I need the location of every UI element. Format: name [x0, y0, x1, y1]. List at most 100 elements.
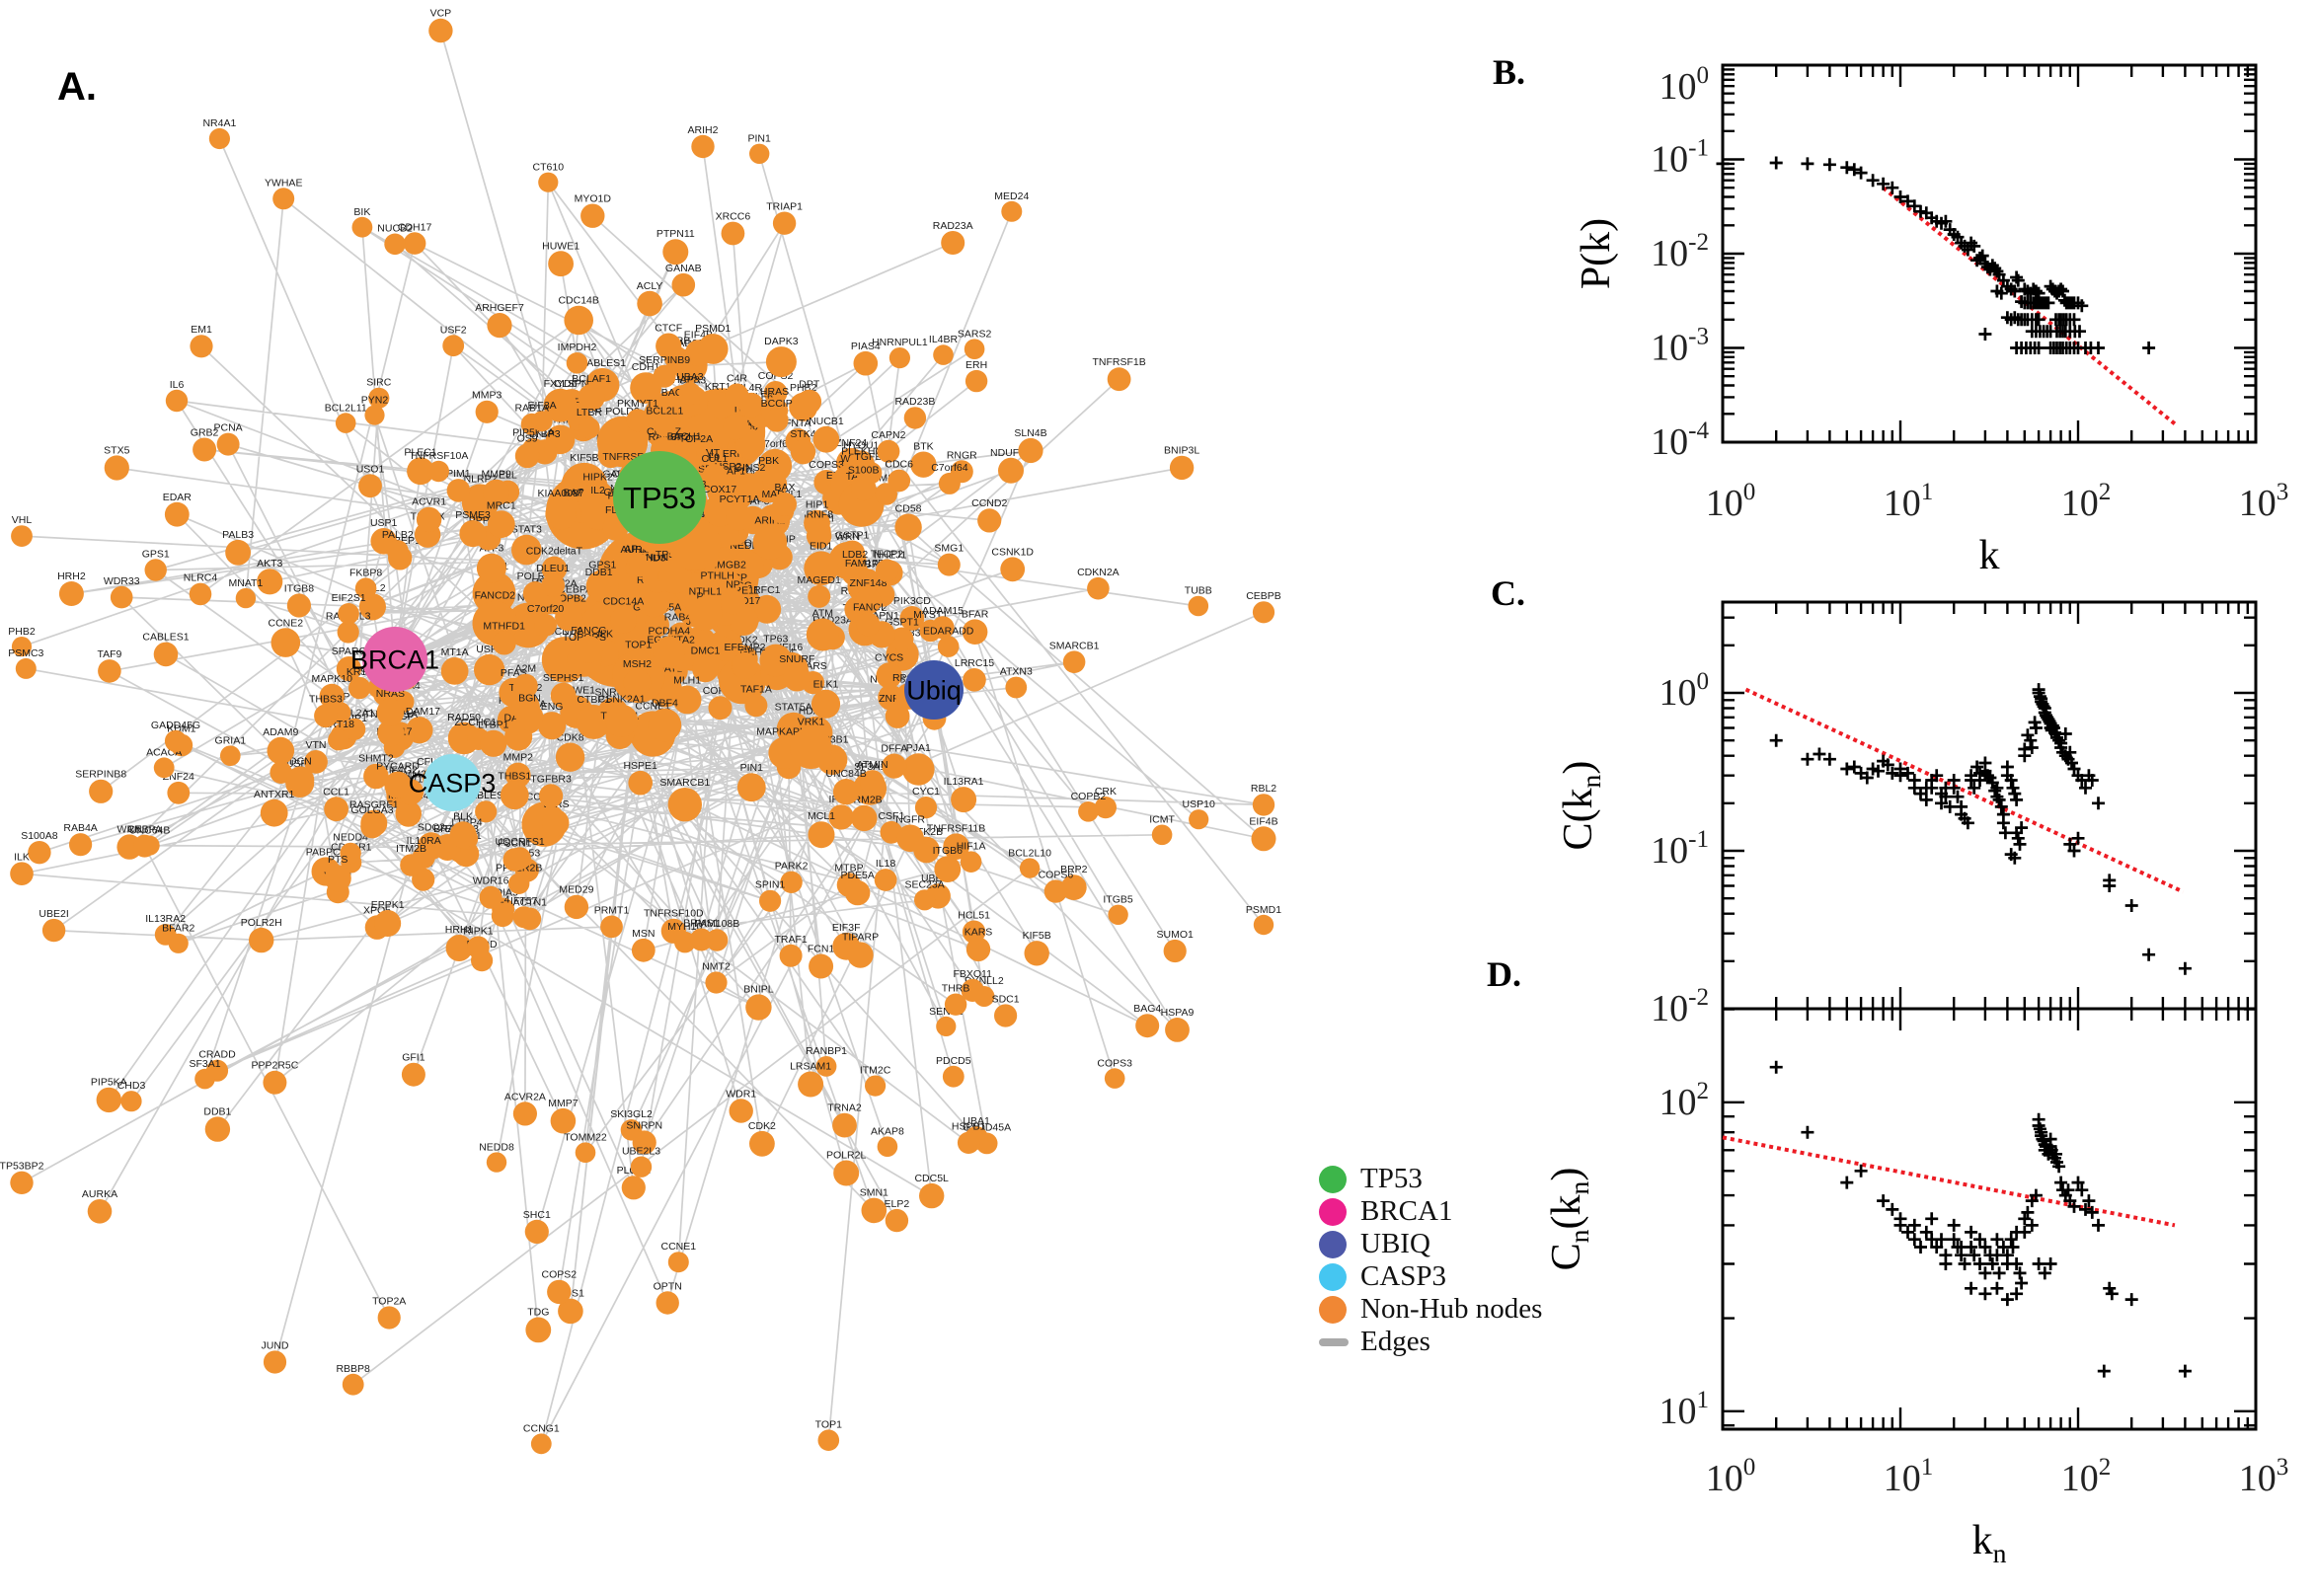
network-node — [936, 1016, 957, 1036]
network-node — [808, 584, 831, 608]
network-node — [304, 750, 328, 774]
network-node-label: XRCC6 — [716, 211, 751, 223]
network-node-label: LRSAM1 — [790, 1061, 831, 1073]
network-node-label: OS9 — [517, 433, 538, 445]
network-node — [645, 612, 669, 638]
network-node — [630, 372, 661, 404]
legend-swatch-tp53 — [1319, 1165, 1347, 1193]
network-node-label: CYC1 — [912, 786, 940, 798]
network-node — [1005, 676, 1028, 699]
network-node-label: MCL1 — [808, 810, 835, 822]
network-node-label: HSPB1 — [952, 1121, 986, 1133]
network-node-label: COPS6 — [1039, 869, 1074, 880]
network-node — [272, 188, 295, 210]
panel-label-b: B. — [1493, 52, 1526, 92]
network-node — [449, 821, 477, 849]
y-tick-label: 101​ — [1659, 1387, 1709, 1432]
network-node — [416, 506, 442, 533]
network-node-label: PHB2 — [8, 626, 36, 638]
network-node-label: TAF1A — [740, 683, 772, 695]
network-node — [15, 657, 37, 679]
network-node — [725, 383, 749, 408]
network-node-label: GADD45G — [151, 720, 200, 731]
network-node-label: VTN — [306, 739, 327, 751]
network-node-label: IL10RA — [407, 835, 441, 847]
network-node-label: DBF4 — [652, 698, 678, 710]
hub-label-casp3: CASP3 — [409, 768, 497, 798]
network-node-label: CLSPN — [554, 378, 588, 390]
network-node — [98, 659, 121, 683]
network-node — [723, 414, 749, 440]
network-node-label: UBA1 — [963, 1115, 990, 1127]
network-node — [555, 603, 583, 632]
network-node — [691, 134, 715, 159]
network-node — [1000, 557, 1026, 582]
network-node-label: TGFBR3 — [530, 773, 572, 785]
network-node-label: PALB2 — [382, 529, 414, 541]
network-node — [69, 833, 93, 857]
network-node-label: ANTXR1 — [254, 789, 295, 800]
network-node — [779, 944, 803, 967]
network-node-label: ERH — [965, 359, 987, 371]
network-node — [344, 718, 366, 740]
network-node — [1060, 874, 1087, 900]
network-node-label: ATXN3 — [1000, 666, 1033, 678]
network-node-label: LTBR — [577, 407, 602, 418]
network-node — [610, 606, 637, 634]
network-node-label: S100B — [848, 465, 880, 477]
network-node — [558, 1298, 583, 1325]
network-node-label: DDB1 — [203, 1105, 231, 1117]
network-node — [538, 172, 559, 192]
network-node-label: SMARCB1 — [1049, 640, 1100, 651]
network-node-label: AURKA — [82, 1188, 117, 1200]
network-node — [896, 824, 924, 853]
network-node — [487, 510, 515, 539]
network-node — [688, 596, 723, 631]
network-node-label: THRB — [942, 983, 970, 995]
plot-frame — [1721, 1007, 2258, 1431]
network-node-label: CDH1 — [632, 361, 660, 373]
network-node — [662, 239, 689, 266]
network-node-label: ICMT — [1149, 814, 1175, 826]
network-node — [632, 1130, 656, 1155]
network-node — [260, 798, 288, 827]
network-node-label: CABLES1 — [142, 632, 189, 644]
network-node-label: DLEU1 — [536, 563, 570, 574]
network-node-label: CCNG1 — [523, 1422, 560, 1434]
network-node — [337, 621, 359, 644]
network-node-label: ARIH2 — [688, 124, 719, 136]
network-node — [621, 1176, 646, 1200]
network-node-label: BIK — [353, 206, 370, 218]
network-node-label: EDARADD — [923, 625, 974, 637]
network-node — [965, 937, 991, 961]
network-node-label: DFFA — [881, 743, 907, 755]
network-node — [804, 551, 839, 586]
x-axis-title: kn​ — [1972, 1518, 2007, 1568]
network-node-label: EIF3A — [528, 400, 557, 412]
network-node-label: FANCI — [853, 602, 884, 614]
network-node-label: RAD23A — [933, 220, 973, 232]
network-node — [934, 856, 962, 882]
network-node-label: USP10 — [1183, 798, 1215, 810]
network-node — [530, 1433, 552, 1455]
network-node-label: NEDD4 — [333, 832, 368, 844]
network-node — [1043, 879, 1068, 903]
network-node — [492, 631, 516, 655]
network-node — [11, 637, 33, 657]
network-node-label: HRH2 — [57, 570, 86, 582]
network-node — [790, 726, 832, 770]
network-node-label: CSNK2A1 — [598, 694, 646, 706]
legend-swatch-non-hub-nodes — [1319, 1295, 1347, 1324]
network-node-label: BRP2 — [1060, 864, 1088, 875]
network-node-label: EIF3F — [832, 922, 861, 934]
network-node — [772, 211, 797, 235]
network-node — [865, 1075, 887, 1097]
network-node — [657, 560, 692, 594]
network-node — [225, 539, 252, 566]
network-node-label: EPPK1 — [371, 899, 405, 911]
chart-B: 100​ 10-1​ 10-2​ 10-3​ 10-4​ 100​ 101​ 102​ 103​… — [1574, 62, 2288, 578]
network-node-label: MYH10 — [667, 921, 702, 933]
network-node — [674, 931, 696, 953]
network-node — [586, 577, 611, 602]
network-node-label: KIF5B — [1023, 930, 1051, 942]
